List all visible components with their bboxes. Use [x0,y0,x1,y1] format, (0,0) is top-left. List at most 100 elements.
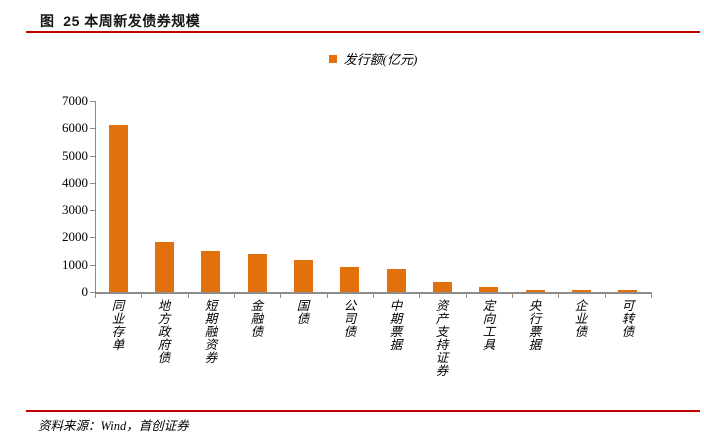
bar [479,286,498,292]
x-axis-category-label: 资产支持证券 [419,300,465,378]
y-axis-tick [90,265,95,266]
x-label-char: 资 [435,299,449,313]
x-label-char: 支 [435,325,449,339]
x-axis-tick [95,294,96,298]
x-label-char: 存 [111,325,125,339]
y-axis-tick [90,210,95,211]
x-label-char: 债 [343,325,357,339]
y-axis-tick-label: 3000 [62,202,88,217]
y-axis-tick-label: 5000 [62,148,88,163]
x-label-char: 债 [296,312,310,326]
x-label-char: 业 [574,312,588,326]
y-axis-tick [90,292,95,293]
x-axis-tick [234,294,235,298]
legend-label: 发行额(亿元) [343,52,418,67]
x-label-char: 债 [574,325,588,339]
bar [572,290,591,292]
x-axis-category-label: 中期票据 [373,300,419,352]
bar [248,253,267,292]
x-axis-tick [558,294,559,298]
x-axis-tick [466,294,467,298]
x-label-char: 国 [296,299,310,313]
x-label-char: 债 [250,325,264,339]
x-axis-tick [512,294,513,298]
x-label-char: 政 [157,325,171,339]
x-label-char: 融 [250,312,264,326]
x-axis-category-label: 地方政府债 [141,300,187,365]
bar [340,267,359,292]
y-axis-line [95,101,96,292]
source-rule [26,410,700,412]
x-label-char: 转 [621,312,635,326]
x-label-char: 债 [157,351,171,365]
x-label-char: 金 [250,299,264,313]
x-axis-tick [280,294,281,298]
x-axis-category-label: 可转债 [605,300,651,339]
bar [155,241,174,292]
x-label-char: 据 [389,338,403,352]
x-axis-tick [327,294,328,298]
x-label-char: 券 [435,364,449,378]
x-label-char: 单 [111,338,125,352]
x-axis-category-label: 短期融资券 [188,300,234,365]
figure-title: 图 25 本周新发债券规模 [40,13,201,29]
x-axis-tick [188,294,189,298]
y-axis-tick-label: 0 [81,284,89,299]
x-axis-category-label: 公司债 [327,300,373,339]
x-label-char: 资 [204,338,218,352]
y-axis-tick [90,237,95,238]
x-label-char: 司 [343,312,357,326]
x-axis-tick [373,294,374,298]
x-label-char: 产 [435,312,449,326]
x-label-char: 期 [389,312,403,326]
y-axis-tick-label: 6000 [62,120,88,135]
chart-legend: 发行额(亿元) [95,49,651,68]
bar [526,289,545,292]
title-rule [26,31,700,33]
x-axis-category-label: 金融债 [234,300,280,339]
x-label-char: 定 [482,299,496,313]
x-label-char: 府 [157,338,171,352]
x-label-char: 地 [157,299,171,313]
y-axis-tick [90,128,95,129]
bar [201,251,220,292]
x-label-char: 票 [528,325,542,339]
y-axis-tick-label: 7000 [62,93,88,108]
x-axis-category-label: 央行票据 [512,300,558,352]
x-label-char: 同 [111,299,125,313]
x-axis-category-label: 定向工具 [466,300,512,352]
x-label-char: 向 [482,312,496,326]
y-axis-tick-label: 2000 [62,229,88,244]
x-axis-tick [141,294,142,298]
x-axis-category-label: 同业存单 [95,300,141,352]
x-axis-tick [605,294,606,298]
x-label-char: 票 [389,325,403,339]
bar [109,124,128,292]
x-label-char: 证 [435,351,449,365]
source-note: 资料来源：Wind，首创证券 [38,419,189,433]
x-label-char: 公 [343,299,357,313]
x-label-char: 融 [204,325,218,339]
y-axis-tick [90,156,95,157]
x-label-char: 短 [204,299,218,313]
x-label-char: 债 [621,325,635,339]
bar [618,290,637,292]
x-label-char: 业 [111,312,125,326]
legend-swatch-icon [328,54,337,63]
x-label-char: 央 [528,299,542,313]
x-axis-category-label: 企业债 [558,300,604,339]
y-axis-tick [90,183,95,184]
bar [387,269,406,292]
x-label-char: 企 [574,299,588,313]
x-axis-tick [651,294,652,298]
x-label-char: 券 [204,351,218,365]
bar [433,281,452,292]
x-label-char: 持 [435,338,449,352]
x-axis-line [95,292,652,294]
x-label-char: 期 [204,312,218,326]
y-axis-tick-label: 4000 [62,175,88,190]
x-label-char: 方 [157,312,171,326]
y-axis-tick [90,101,95,102]
x-label-char: 可 [621,299,635,313]
